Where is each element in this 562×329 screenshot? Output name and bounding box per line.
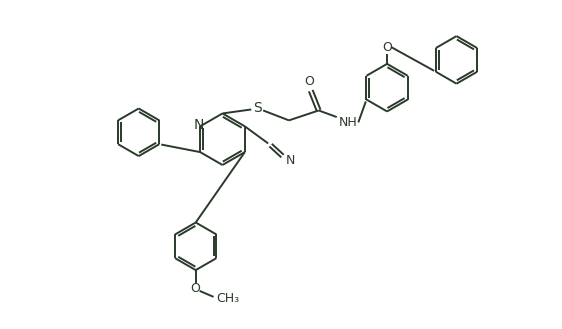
Text: CH₃: CH₃ bbox=[216, 292, 239, 305]
Text: NH: NH bbox=[339, 116, 358, 129]
Text: O: O bbox=[304, 75, 314, 88]
Text: N: N bbox=[194, 118, 205, 132]
Text: S: S bbox=[253, 101, 261, 115]
Text: N: N bbox=[285, 154, 295, 166]
Text: O: O bbox=[190, 282, 200, 295]
Text: O: O bbox=[382, 41, 392, 55]
